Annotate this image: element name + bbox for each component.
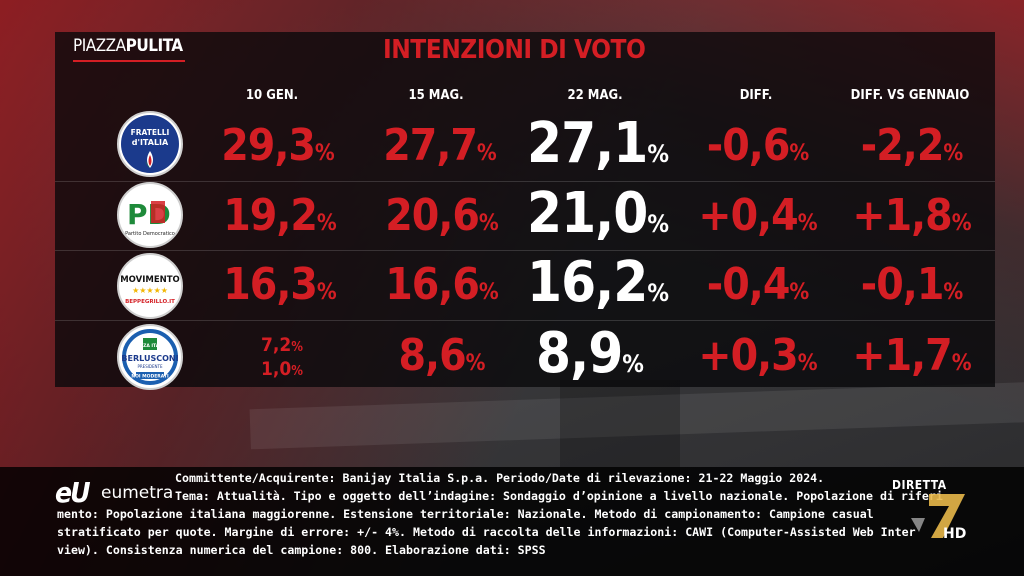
m5s-22-mag: 16,2%	[527, 250, 669, 315]
column-header-diff: DIFF.	[739, 88, 773, 103]
methodology-line-2: Tema: Attualità. Tipo e oggetto dell’ind…	[175, 489, 943, 503]
svg-text:FRATELLI: FRATELLI	[131, 128, 170, 137]
fdi-diff: -0,6%	[706, 120, 810, 171]
methodology-line-4: stratificato per quote. Margine di error…	[57, 525, 916, 539]
eumetra-word: eumetra	[101, 483, 174, 503]
svg-text:HD: HD	[943, 526, 966, 542]
m5s-10-gen: 16,3%	[223, 259, 337, 310]
pd-diff: +0,4%	[698, 190, 818, 241]
svg-text:PRESIDENTE: PRESIDENTE	[137, 364, 162, 369]
svg-text:BEPPEGRILLO.IT: BEPPEGRILLO.IT	[125, 299, 175, 305]
methodology-line-3: mento: Popolazione italiana maggiorenne.…	[57, 507, 874, 521]
svg-text:★★★★★: ★★★★★	[132, 286, 168, 295]
m5s-diff: -0,4%	[706, 259, 810, 310]
column-header-10-gen: 10 GEN.	[245, 88, 299, 103]
column-header-22-mag: 22 MAG.	[567, 88, 623, 103]
partito-democratico-logo: PD Partito Democratico	[117, 182, 183, 248]
svg-text:Partito Democratico: Partito Democratico	[125, 231, 175, 237]
pd-22-mag: 21,0%	[527, 181, 669, 246]
fi-10-gen-nm: 1,0%	[261, 358, 303, 380]
fi-22-mag: 8,9%	[536, 321, 644, 386]
column-header-diff-vs-gennaio: DIFF. VS GENNAIO	[850, 88, 970, 103]
methodology-line-1: Committente/Acquirente: Banijay Italia S…	[175, 471, 825, 485]
m5s-diff-vs-gennaio: -0,1%	[860, 259, 964, 310]
diretta-label: DIRETTA	[892, 478, 947, 492]
m5s-15-mag: 16,6%	[385, 259, 499, 310]
svg-text:d'ITALIA: d'ITALIA	[132, 138, 169, 147]
pd-10-gen: 19,2%	[223, 190, 337, 241]
brand-underline	[73, 60, 185, 62]
svg-text:FORZA ITALIA: FORZA ITALIA	[133, 343, 168, 349]
fi-diff-vs-gennaio: +1,7%	[852, 330, 972, 381]
fi-10-gen-fi: 7,2%	[261, 334, 303, 356]
fdi-10-gen: 29,3%	[221, 120, 335, 171]
pd-15-mag: 20,6%	[385, 190, 499, 241]
forza-italia-icon: FORZA ITALIA BERLUSCONI PRESIDENTE NOI M…	[121, 328, 179, 386]
piazzapulita-logo: PIAZZAPULITA	[73, 36, 185, 62]
fratelli-italia-icon: FRATELLI d'ITALIA	[121, 115, 179, 173]
fi-15-mag: 8,6%	[398, 330, 486, 381]
page-title: INTENZIONI DI VOTO	[383, 35, 646, 65]
row-divider	[55, 250, 995, 251]
m5s-icon: MOVIMENTO ★★★★★ BEPPEGRILLO.IT	[120, 257, 180, 315]
svg-text:MOVIMENTO: MOVIMENTO	[120, 275, 180, 285]
column-header-15-mag: 15 MAG.	[408, 88, 464, 103]
pd-icon: PD Partito Democratico	[121, 186, 179, 244]
fdi-22-mag: 27,1%	[527, 111, 669, 176]
methodology-line-5: view). Consistenza numerica del campione…	[57, 543, 546, 557]
results-panel	[55, 32, 995, 387]
fdi-15-mag: 27,7%	[383, 120, 497, 171]
movimento-5-stelle-logo: MOVIMENTO ★★★★★ BEPPEGRILLO.IT	[117, 253, 183, 319]
eumetra-mark: eU	[55, 476, 91, 509]
brand-left: PIAZZA	[73, 36, 126, 56]
fratelli-italia-logo: FRATELLI d'ITALIA	[117, 111, 183, 177]
la7-hd-logo: HD	[911, 494, 966, 542]
row-divider	[55, 320, 995, 321]
methodology-footer	[0, 467, 1024, 576]
pd-diff-vs-gennaio: +1,8%	[852, 190, 972, 241]
svg-text:NOI MODERATI: NOI MODERATI	[131, 374, 169, 380]
fi-diff: +0,3%	[698, 330, 818, 381]
fdi-diff-vs-gennaio: -2,2%	[860, 120, 964, 171]
brand-right: PULITA	[125, 36, 184, 56]
row-divider	[55, 181, 995, 182]
forza-italia-logo: FORZA ITALIA BERLUSCONI PRESIDENTE NOI M…	[117, 324, 183, 390]
svg-text:BERLUSCONI: BERLUSCONI	[121, 354, 178, 363]
